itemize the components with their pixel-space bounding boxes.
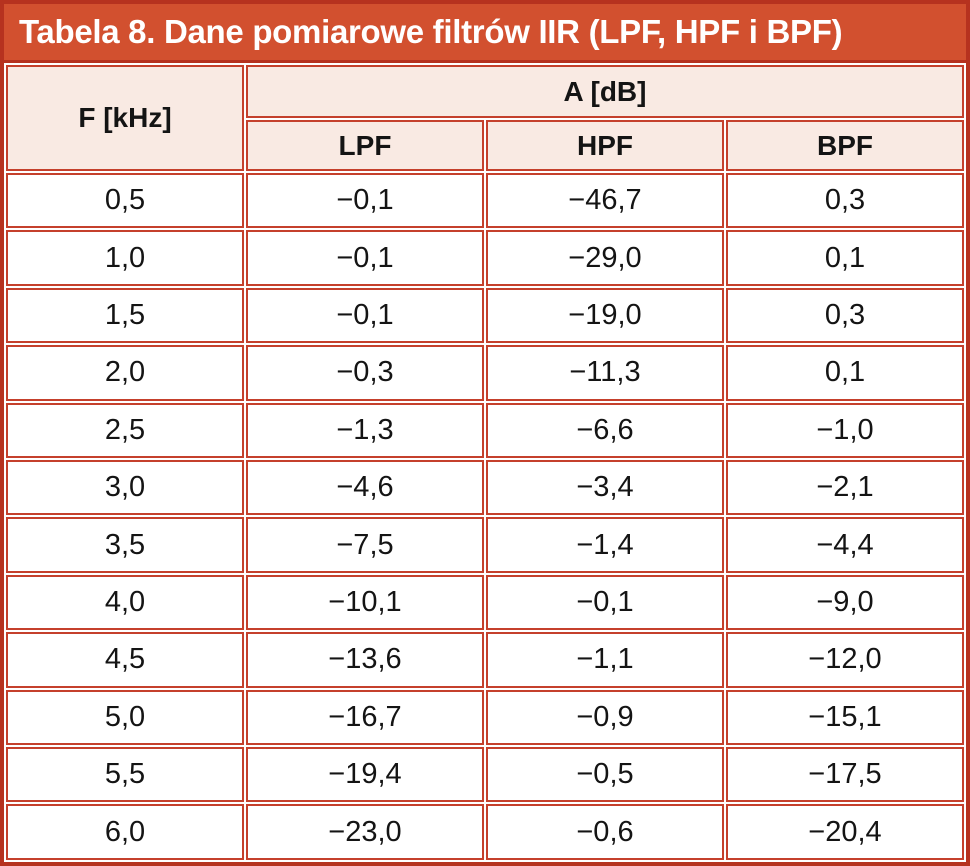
- lpf-value-cell: −1,3: [246, 402, 484, 459]
- col-header-frequency: F [kHz]: [6, 65, 244, 171]
- lpf-value-cell: −0,1: [246, 173, 484, 229]
- frequency-cell: 0,5: [6, 173, 244, 229]
- bpf-value-cell: −4,4: [726, 517, 964, 573]
- frequency-cell: 4,5: [6, 632, 244, 688]
- col-header-attenuation: A [dB]: [246, 65, 964, 118]
- bpf-value-cell: −2,1: [726, 460, 964, 516]
- lpf-value-cell: −7,5: [246, 517, 484, 573]
- hpf-value-cell: −1,1: [486, 632, 724, 688]
- bpf-value-cell: 0,1: [726, 345, 964, 401]
- bpf-value-cell: 0,1: [726, 230, 964, 286]
- hpf-value-cell: −3,4: [486, 460, 724, 516]
- bpf-value-cell: −15,1: [726, 689, 964, 746]
- table-row: 3,0 −4,6 −3,4 −2,1: [6, 460, 964, 516]
- iir-filter-data-table: F [kHz] A [dB] LPF HPF BPF 0,5 −0,1 −46,…: [4, 63, 966, 862]
- header-sub-row: LPF HPF BPF: [6, 120, 964, 171]
- hpf-value-cell: −1,4: [486, 517, 724, 573]
- table-row: 5,0 −16,7 −0,9 −15,1: [6, 689, 964, 746]
- bpf-value-cell: 0,3: [726, 173, 964, 229]
- lpf-value-cell: −4,6: [246, 460, 484, 516]
- table-row: 3,5 −7,5 −1,4 −4,4: [6, 517, 964, 573]
- col-header-hpf: HPF: [486, 120, 724, 171]
- lpf-value-cell: −0,3: [246, 345, 484, 401]
- bpf-value-cell: −12,0: [726, 632, 964, 688]
- table-title: Tabela 8. Dane pomiarowe filtrów IIR (LP…: [4, 4, 966, 63]
- table-row: 0,5 −0,1 −46,7 0,3: [6, 173, 964, 229]
- hpf-value-cell: −46,7: [486, 173, 724, 229]
- table-row: 2,5 −1,3 −6,6 −1,0: [6, 402, 964, 459]
- bpf-value-cell: −1,0: [726, 402, 964, 459]
- lpf-value-cell: −0,1: [246, 287, 484, 344]
- table-row: 6,0 −23,0 −0,6 −20,4: [6, 804, 964, 860]
- col-header-bpf: BPF: [726, 120, 964, 171]
- bpf-value-cell: −20,4: [726, 804, 964, 860]
- hpf-value-cell: −19,0: [486, 287, 724, 344]
- frequency-cell: 1,5: [6, 287, 244, 344]
- hpf-value-cell: −29,0: [486, 230, 724, 286]
- table-row: 1,5 −0,1 −19,0 0,3: [6, 287, 964, 344]
- frequency-cell: 3,0: [6, 460, 244, 516]
- frequency-cell: 6,0: [6, 804, 244, 860]
- table-body: 0,5 −0,1 −46,7 0,3 1,0 −0,1 −29,0 0,1 1,…: [6, 173, 964, 860]
- hpf-value-cell: −11,3: [486, 345, 724, 401]
- frequency-cell: 3,5: [6, 517, 244, 573]
- hpf-value-cell: −0,1: [486, 574, 724, 631]
- lpf-value-cell: −0,1: [246, 230, 484, 286]
- hpf-value-cell: −0,9: [486, 689, 724, 746]
- frequency-cell: 4,0: [6, 574, 244, 631]
- table-row: 4,0 −10,1 −0,1 −9,0: [6, 574, 964, 631]
- frequency-cell: 2,0: [6, 345, 244, 401]
- bpf-value-cell: −9,0: [726, 574, 964, 631]
- frequency-cell: 2,5: [6, 402, 244, 459]
- table-row: 1,0 −0,1 −29,0 0,1: [6, 230, 964, 286]
- table-row: 2,0 −0,3 −11,3 0,1: [6, 345, 964, 401]
- bpf-value-cell: −17,5: [726, 747, 964, 803]
- frequency-cell: 5,0: [6, 689, 244, 746]
- hpf-value-cell: −0,5: [486, 747, 724, 803]
- frequency-cell: 5,5: [6, 747, 244, 803]
- header-group-row: F [kHz] A [dB]: [6, 65, 964, 171]
- lpf-value-cell: −13,6: [246, 632, 484, 688]
- lpf-value-cell: −19,4: [246, 747, 484, 803]
- lpf-value-cell: −23,0: [246, 804, 484, 860]
- lpf-value-cell: −16,7: [246, 689, 484, 746]
- lpf-value-cell: −10,1: [246, 574, 484, 631]
- bpf-value-cell: 0,3: [726, 287, 964, 344]
- frequency-cell: 1,0: [6, 230, 244, 286]
- table-row: 4,5 −13,6 −1,1 −12,0: [6, 632, 964, 688]
- hpf-value-cell: −0,6: [486, 804, 724, 860]
- table-row: 5,5 −19,4 −0,5 −17,5: [6, 747, 964, 803]
- col-header-lpf: LPF: [246, 120, 484, 171]
- hpf-value-cell: −6,6: [486, 402, 724, 459]
- table-header: F [kHz] A [dB] LPF HPF BPF: [6, 65, 964, 171]
